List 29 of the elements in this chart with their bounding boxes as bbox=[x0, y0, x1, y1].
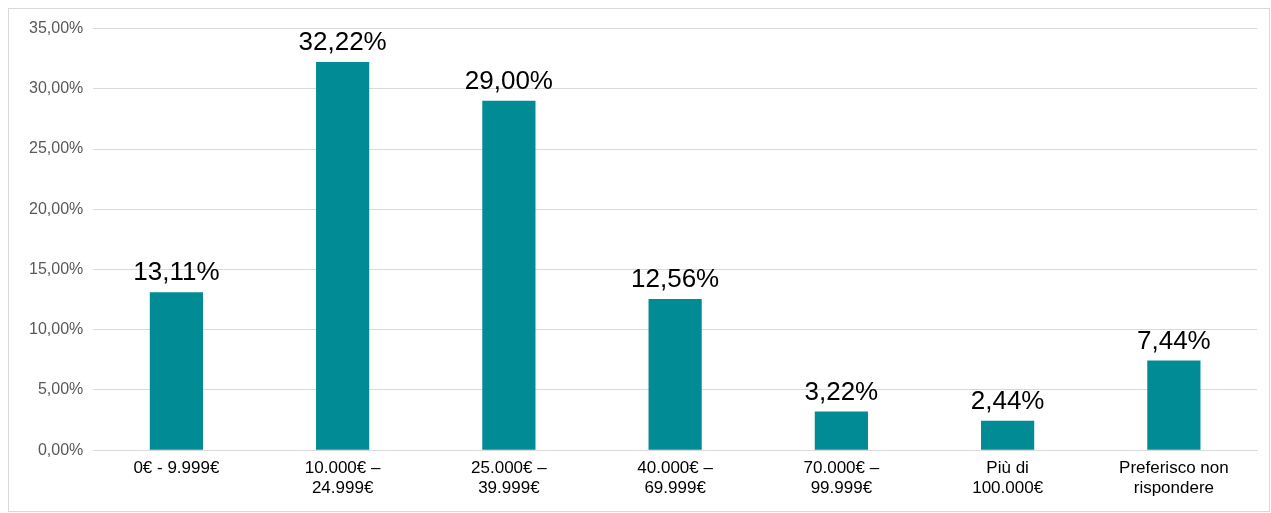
bar bbox=[1147, 360, 1201, 450]
bar bbox=[316, 62, 370, 450]
bar bbox=[981, 420, 1035, 450]
x-tick-label: 40.000€ – 69.999€ bbox=[637, 458, 714, 498]
x-tick-label: 0€ - 9.999€ bbox=[133, 458, 220, 478]
bar bbox=[482, 100, 536, 450]
data-label: 2,44% bbox=[970, 384, 1045, 415]
y-tick-label: 5,00% bbox=[37, 380, 84, 398]
bar bbox=[814, 411, 868, 450]
data-label: 32,22% bbox=[298, 26, 387, 57]
x-tick-label: 70.000€ – 99.999€ bbox=[803, 458, 880, 498]
bar bbox=[648, 298, 702, 450]
x-tick-label: 25.000€ – 39.999€ bbox=[471, 458, 548, 498]
y-tick-label: 10,00% bbox=[29, 320, 84, 338]
y-tick-label: 30,00% bbox=[29, 79, 84, 97]
y-tick-label: 15,00% bbox=[29, 259, 84, 277]
y-tick-label: 0,00% bbox=[37, 440, 84, 458]
data-label: 29,00% bbox=[464, 65, 553, 96]
y-tick-label: 25,00% bbox=[29, 139, 84, 157]
y-tick-label: 35,00% bbox=[29, 19, 84, 37]
data-label: 7,44% bbox=[1137, 324, 1211, 355]
data-label: 3,22% bbox=[804, 375, 879, 406]
bar bbox=[149, 292, 203, 450]
x-tick-label: Preferisco non rispondere bbox=[1119, 458, 1229, 498]
x-tick-label: 10.000€ – 24.999€ bbox=[304, 458, 381, 498]
data-label: 13,11% bbox=[133, 256, 220, 287]
data-label: 12,56% bbox=[631, 263, 720, 294]
y-tick-label: 20,00% bbox=[29, 199, 84, 217]
x-tick-label: Più di 100.000€ bbox=[972, 458, 1044, 498]
